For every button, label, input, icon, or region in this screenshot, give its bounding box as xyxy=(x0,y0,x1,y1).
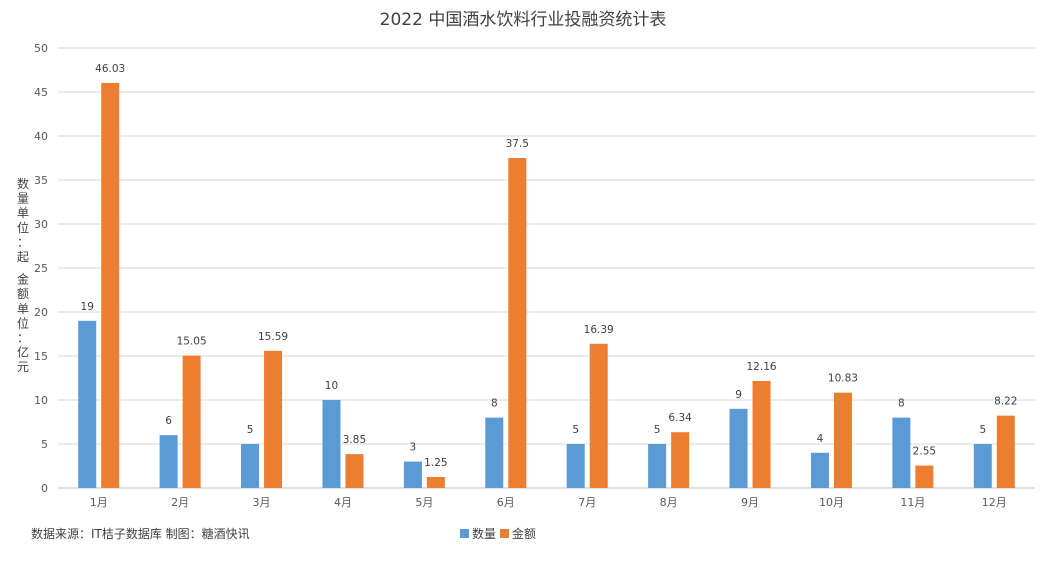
x-tick-label: 6月 xyxy=(497,496,515,509)
x-tick-label: 2月 xyxy=(171,496,189,509)
bar-count xyxy=(322,400,341,488)
data-label: 9 xyxy=(735,389,742,401)
bar-count xyxy=(566,444,585,488)
bar-amount xyxy=(996,415,1015,488)
y-tick-label: 15 xyxy=(34,350,48,363)
footer-source: 数据来源：IT桔子数据库 制图：糖酒快讯 xyxy=(31,526,250,541)
y-axis-label-char: 起 xyxy=(17,250,29,264)
bar-amount xyxy=(508,158,527,488)
y-axis-label-char: 数 xyxy=(17,176,29,191)
y-axis-label-char: 位 xyxy=(17,315,29,330)
data-label: 15.05 xyxy=(177,336,207,348)
bar-count xyxy=(810,452,829,488)
bar-amount xyxy=(264,350,283,488)
data-label: 8 xyxy=(491,398,498,410)
bar-count xyxy=(973,444,992,488)
bar-count xyxy=(485,417,504,488)
y-tick-label: 40 xyxy=(34,130,48,143)
bar-amount xyxy=(426,477,445,488)
data-label: 6 xyxy=(165,415,172,427)
data-labels: 19 46.03 6 15.05 5 15.59 10 3.85 3 1.25 8 37.5 5 16.3… xyxy=(81,63,1018,469)
data-label: 4 xyxy=(817,433,824,445)
x-tick-label: 9月 xyxy=(741,496,759,509)
y-tick-label: 50 xyxy=(34,42,48,55)
bar-amount xyxy=(345,454,364,488)
data-label: 8 xyxy=(898,398,905,410)
legend-swatch-amount xyxy=(500,529,509,538)
y-axis-label-char: 亿 xyxy=(17,345,29,360)
y-axis-label-char: ： xyxy=(17,331,29,345)
x-tick-label: 12月 xyxy=(982,496,1007,509)
data-label: 19 xyxy=(81,301,94,313)
bars xyxy=(78,82,1015,488)
x-tick-label: 5月 xyxy=(415,496,433,509)
data-label: 3.85 xyxy=(343,434,366,446)
x-tick-label: 3月 xyxy=(253,496,271,509)
y-tick-label: 30 xyxy=(34,218,48,231)
data-label: 10.83 xyxy=(828,373,858,385)
y-tick-label: 25 xyxy=(34,262,48,275)
x-axis: 1月 2月 3月 4月 5月 6月 7月 8月 9月 10月 11月 12月 xyxy=(90,496,1007,509)
legend: 数量 金额 xyxy=(460,526,536,541)
y-axis-label-char: 位 xyxy=(17,220,29,235)
chart-title: 2022 中国酒水饮料行业投融资统计表 xyxy=(380,10,667,30)
data-label: 8.22 xyxy=(994,396,1017,408)
bar-count xyxy=(78,320,97,488)
x-tick-label: 8月 xyxy=(660,496,678,509)
data-label: 12.16 xyxy=(747,361,777,373)
y-axis-label-char: 单 xyxy=(17,206,29,220)
bar-count xyxy=(241,444,260,488)
bar-amount xyxy=(101,82,120,488)
data-label: 6.34 xyxy=(668,412,692,424)
data-label: 16.39 xyxy=(584,324,614,336)
data-label: 15.59 xyxy=(258,331,288,343)
y-axis-label-char: 单 xyxy=(17,302,29,316)
bar-count xyxy=(159,435,178,488)
x-tick-label: 1月 xyxy=(90,496,108,509)
y-tick-label: 0 xyxy=(41,482,48,495)
data-label: 1.25 xyxy=(424,457,447,469)
bar-amount xyxy=(671,432,690,488)
x-tick-label: 7月 xyxy=(578,496,596,509)
legend-label-count: 数量 xyxy=(472,526,496,541)
y-axis-label-char: ： xyxy=(17,235,29,249)
y-axis: 0 5 10 15 20 25 30 35 40 45 50 xyxy=(34,42,48,495)
data-label: 5 xyxy=(979,424,986,436)
y-axis-label-char: 金 xyxy=(17,272,29,287)
data-label: 5 xyxy=(572,424,579,436)
bar-count xyxy=(892,417,911,488)
bar-amount xyxy=(833,392,852,488)
x-tick-label: 11月 xyxy=(900,496,925,509)
y-tick-label: 5 xyxy=(41,438,48,451)
data-label: 37.5 xyxy=(506,138,529,150)
bar-count xyxy=(403,461,422,488)
bar-amount xyxy=(915,465,934,488)
y-tick-label: 35 xyxy=(34,174,48,187)
gridlines xyxy=(58,47,1035,489)
bar-amount xyxy=(589,343,608,488)
data-label: 3 xyxy=(410,442,417,454)
bar-count xyxy=(729,408,748,488)
bar-amount xyxy=(182,355,201,488)
y-tick-label: 20 xyxy=(34,306,48,319)
legend-label-amount: 金额 xyxy=(512,526,536,541)
data-label: 2.55 xyxy=(913,446,936,458)
bar-amount xyxy=(752,380,771,488)
y-axis-label-char: 额 xyxy=(17,287,29,301)
y-axis-label-char: 元 xyxy=(17,360,29,374)
y-tick-label: 45 xyxy=(34,86,48,99)
data-label: 46.03 xyxy=(95,63,125,75)
data-label: 5 xyxy=(654,424,661,436)
y-tick-label: 10 xyxy=(34,394,48,407)
y-axis-label-char: 量 xyxy=(17,192,29,206)
x-tick-label: 4月 xyxy=(334,496,352,509)
legend-swatch-count xyxy=(460,529,469,538)
bar-count xyxy=(648,444,667,488)
x-tick-label: 10月 xyxy=(819,496,844,509)
data-label: 10 xyxy=(325,380,338,392)
data-label: 5 xyxy=(247,424,254,436)
